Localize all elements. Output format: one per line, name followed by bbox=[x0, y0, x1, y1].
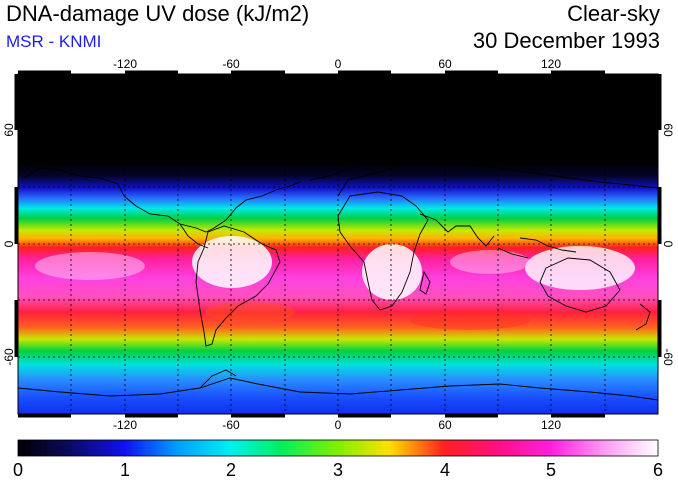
right-latitude-labels: 60 0 -60 bbox=[661, 123, 675, 366]
lon-label-top: -120 bbox=[113, 57, 137, 71]
lon-label-bottom: 60 bbox=[438, 418, 452, 432]
coastlines bbox=[18, 157, 658, 401]
bottom-longitude-labels: -120 -60 0 60 120 bbox=[113, 418, 561, 432]
graticule bbox=[18, 74, 658, 414]
lat-label-right: 60 bbox=[661, 123, 675, 137]
colorbar: 0 1 2 3 4 5 6 bbox=[13, 439, 663, 480]
colorbar-label: 4 bbox=[440, 460, 450, 480]
colorbar-label: 0 bbox=[13, 460, 23, 480]
lon-label-bottom: -60 bbox=[222, 418, 240, 432]
lon-label-top: 0 bbox=[335, 57, 342, 71]
colorbar-label: 1 bbox=[120, 460, 130, 480]
lon-label-top: -60 bbox=[222, 57, 240, 71]
map-title: DNA-damage UV dose (kJ/m2) bbox=[6, 1, 310, 26]
left-latitude-labels: 60 0 -60 bbox=[2, 123, 16, 366]
colorbar-label: 2 bbox=[226, 460, 236, 480]
lon-label-bottom: -120 bbox=[113, 418, 137, 432]
lon-label-bottom: 0 bbox=[335, 418, 342, 432]
colorbar-label: 3 bbox=[333, 460, 343, 480]
lon-label-bottom: 120 bbox=[541, 418, 561, 432]
colorbar-label: 5 bbox=[546, 460, 556, 480]
lat-label-left: -60 bbox=[2, 348, 16, 366]
lat-label-left: 0 bbox=[2, 240, 16, 247]
lon-label-top: 60 bbox=[438, 57, 452, 71]
map-frame bbox=[14, 70, 662, 418]
date-label: 30 December 1993 bbox=[472, 28, 660, 53]
colorbar-label: 6 bbox=[653, 460, 663, 480]
source-label: MSR - KNMI bbox=[6, 32, 102, 51]
lon-label-top: 120 bbox=[541, 57, 561, 71]
top-longitude-labels: -120 -60 0 60 120 bbox=[113, 57, 561, 71]
lat-label-left: 60 bbox=[2, 123, 16, 137]
lat-label-right: 0 bbox=[661, 241, 675, 248]
colorbar-gradient bbox=[17, 439, 659, 457]
sky-condition-label: Clear-sky bbox=[567, 1, 660, 26]
lat-label-right: -60 bbox=[661, 348, 675, 366]
